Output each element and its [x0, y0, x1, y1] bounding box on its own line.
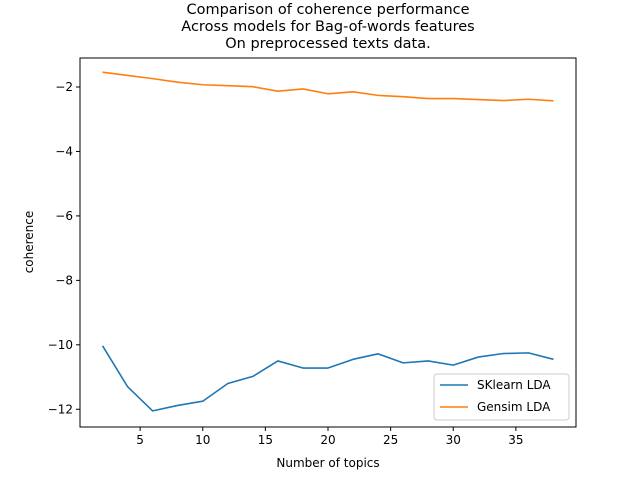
x-axis: 5 10 15 20 25 30 35: [136, 427, 524, 447]
x-tick-label: 15: [258, 433, 273, 447]
legend: SKlearn LDA Gensim LDA: [433, 373, 570, 421]
y-tick-label: −6: [55, 209, 73, 223]
y-tick-label: −10: [48, 338, 73, 352]
title-line-2: Across models for Bag-of-words features: [181, 19, 474, 35]
y-tick-label: −8: [55, 273, 73, 287]
title-line-3: On preprocessed texts data.: [225, 36, 431, 52]
x-tick-label: 30: [446, 433, 461, 447]
y-tick-label: −12: [48, 402, 73, 416]
x-axis-label: Number of topics: [276, 456, 379, 470]
x-tick-label: 35: [508, 433, 523, 447]
series-line-sklearn: [101, 345, 554, 412]
series-line-gensim: [102, 71, 554, 102]
x-tick-label: 10: [195, 433, 210, 447]
legend-label-sklearn: SKlearn LDA: [477, 378, 551, 392]
x-tick-label: 20: [320, 433, 335, 447]
legend-label-gensim: Gensim LDA: [477, 400, 551, 414]
y-tick-label: −2: [55, 80, 73, 94]
x-tick-label: 25: [383, 433, 398, 447]
chart-title: Comparison of coherence performance Acro…: [181, 2, 474, 52]
plot-frame: [79, 57, 577, 428]
y-tick-label: −4: [55, 144, 73, 158]
series-layer: [101, 71, 554, 412]
x-tick-label: 5: [136, 433, 144, 447]
y-axis: −12 −10 −8 −6 −4 −2: [48, 80, 80, 416]
y-axis-label: coherence: [22, 211, 36, 274]
title-line-1: Comparison of coherence performance: [186, 2, 469, 18]
